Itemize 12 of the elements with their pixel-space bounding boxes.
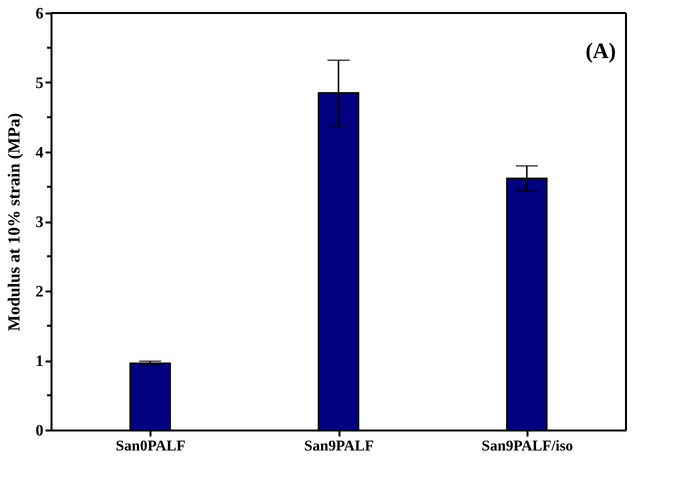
y-tick-label: 2 (36, 284, 44, 300)
x-tick-label: San9PALF/iso (482, 438, 574, 454)
y-tick-label: 6 (36, 6, 44, 22)
y-tick-label: 4 (36, 144, 44, 162)
y-tick-label: 1 (36, 353, 44, 370)
y-tick-label: 5 (36, 75, 44, 92)
y-tick-label: 0 (36, 422, 44, 440)
annotation: (A) (585, 38, 616, 63)
x-tick-label: San0PALF (116, 438, 186, 454)
y-axis-title: Modulus at 10% strain (MPa) (4, 112, 24, 332)
x-tick-label: San9PALF (304, 438, 374, 454)
y-tick-label: 3 (36, 214, 44, 231)
